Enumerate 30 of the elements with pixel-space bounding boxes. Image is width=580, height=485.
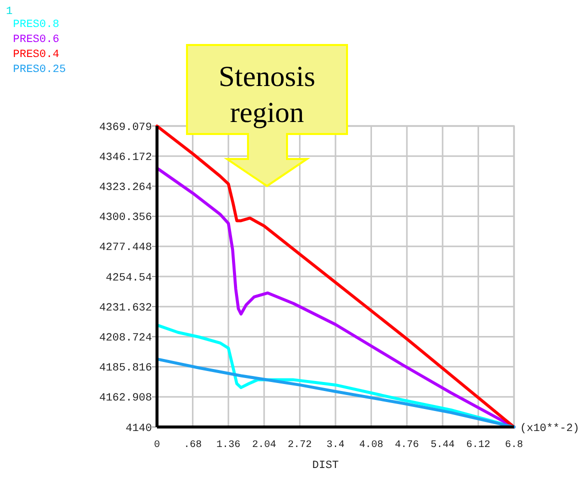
x-tick-label: .68 [184, 440, 202, 451]
text: PRES0.8 [13, 19, 60, 31]
x-axis-title: DIST [312, 460, 340, 472]
y-tick-label: 4300.356 [99, 212, 152, 224]
y-tick-label: 4277.448 [99, 242, 152, 254]
x-tick-label: 4.76 [394, 440, 419, 451]
y-tick-label: 4323.264 [99, 182, 152, 194]
y-tick-label: 4346.172 [99, 152, 152, 164]
x-tick-label: 0 [154, 440, 160, 451]
x-tick-label: 6.8 [504, 440, 524, 451]
x-tick-label: 1.36 [216, 440, 240, 451]
y-tick-label: 4208.724 [99, 332, 152, 345]
x-tick-label: 3.4 [326, 440, 345, 451]
text: PRES0.6 [13, 34, 60, 46]
x-tick-label: 5.44 [430, 440, 455, 451]
y-tick-label: 4369.079 [99, 122, 152, 134]
y-tick-label: 4140 [126, 422, 152, 435]
x-tick-label: 4.08 [359, 440, 384, 451]
text: (x10**-2) [520, 422, 580, 435]
y-tick-label: 4162.908 [99, 392, 152, 405]
y-tick-label: 4231.632 [99, 302, 152, 314]
x-tick-label: 2.04 [252, 440, 276, 451]
text: PRES0.4 [13, 49, 60, 61]
text: 1 [6, 6, 13, 18]
y-tick-label: 4185.816 [99, 362, 152, 375]
text: PRES0.25 [13, 64, 66, 76]
x-tick-label: 6.12 [466, 440, 490, 451]
annotation: Stenosis region [218, 61, 316, 129]
y-tick-label: 4254.54 [106, 272, 152, 284]
x-tick-label: 2.72 [288, 440, 312, 451]
